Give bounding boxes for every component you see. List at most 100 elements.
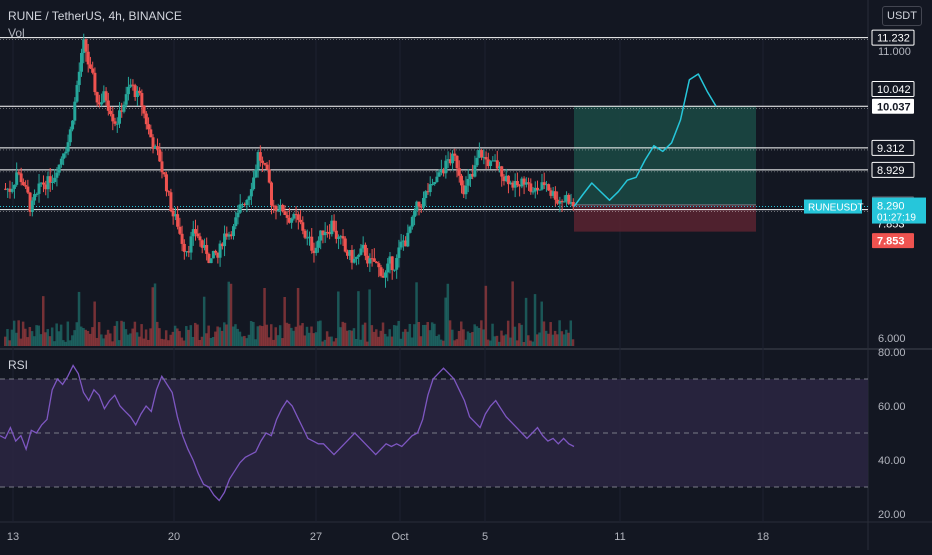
candle-body — [147, 124, 151, 130]
candle-body — [482, 157, 486, 159]
volume-bar — [149, 328, 152, 346]
volume-bar — [542, 321, 546, 346]
volume-bar — [352, 328, 356, 346]
volume-bar — [178, 331, 181, 346]
volume-bar — [491, 323, 494, 346]
candle-body — [484, 157, 488, 160]
candle-body — [375, 261, 379, 264]
volume-bar — [236, 328, 239, 346]
candle-body — [64, 151, 68, 154]
time-tick-label: 18 — [757, 531, 769, 543]
candle-body — [93, 72, 97, 93]
volume-bar — [171, 331, 175, 346]
volume-bar — [294, 326, 298, 346]
candle-body — [388, 256, 392, 264]
price-label-box — [871, 139, 915, 156]
volume-bar — [256, 326, 260, 346]
volume-bar — [522, 341, 526, 346]
rsi-label: RSI — [8, 358, 29, 372]
candle-body — [451, 153, 455, 164]
candle-body — [37, 183, 41, 194]
volume-bar — [254, 339, 257, 346]
volume-bar — [6, 329, 9, 346]
volume-bar — [395, 325, 398, 346]
candle-body — [216, 252, 220, 258]
candle-body — [292, 214, 296, 219]
volume-bar — [310, 326, 313, 346]
volume-bar — [562, 334, 566, 346]
candle-body — [21, 182, 25, 186]
candle-body — [124, 94, 128, 105]
time-tick-label: Oct — [391, 531, 408, 543]
candle-body — [361, 244, 365, 249]
volume-bar — [424, 324, 427, 346]
candle-body — [316, 240, 320, 248]
currency-button[interactable]: USDT — [882, 6, 922, 26]
volume-bar — [249, 321, 253, 346]
volume-bar — [75, 322, 79, 346]
volume-bar — [531, 341, 535, 346]
candle-body — [489, 161, 493, 167]
candle-body — [91, 68, 95, 73]
volume-bar — [100, 334, 103, 346]
volume-bar — [509, 337, 512, 346]
candle-body — [359, 248, 363, 255]
candle-body — [337, 237, 341, 239]
volume-bar — [113, 325, 117, 346]
candle-body — [437, 172, 441, 177]
candle-body — [50, 181, 54, 183]
volume-bar — [390, 336, 394, 346]
candle-body — [196, 233, 200, 237]
candle-body — [341, 236, 345, 239]
candle-body — [415, 201, 419, 211]
candle-body — [390, 256, 394, 271]
volume-bar — [475, 326, 479, 346]
volume-bar — [493, 336, 497, 346]
candle-body — [225, 233, 229, 237]
volume-bar — [82, 328, 85, 346]
candle-body — [540, 182, 544, 190]
volume-bar — [558, 320, 561, 346]
candle-body — [308, 236, 311, 238]
volume-bar — [71, 335, 74, 346]
candle-body — [348, 250, 352, 256]
candle-body — [413, 210, 417, 217]
candle-body — [422, 198, 425, 208]
volume-bar — [468, 332, 472, 346]
time-tick-label: 27 — [310, 531, 322, 543]
candle-body — [464, 185, 468, 195]
volume-bar — [261, 326, 264, 346]
candle-body — [473, 165, 477, 177]
volume-bar — [515, 340, 519, 346]
candle-body — [527, 182, 531, 184]
volume-bar — [37, 325, 41, 346]
volume-bar — [417, 321, 421, 346]
volume-bar — [377, 336, 380, 346]
volume-bar — [357, 291, 360, 346]
candle-body — [17, 172, 21, 174]
volume-bar — [115, 321, 119, 346]
candle-body — [417, 201, 421, 207]
volume-bar — [321, 341, 324, 346]
volume-bar — [529, 340, 532, 346]
candle-body — [381, 275, 385, 278]
candle-body — [59, 158, 63, 165]
volume-bar — [571, 339, 575, 346]
candle-body — [104, 91, 108, 101]
candle-body — [164, 174, 168, 192]
candle-body — [558, 200, 562, 204]
candle-body — [272, 205, 276, 207]
price-label-box — [871, 29, 915, 46]
volume-bar — [46, 329, 49, 346]
price-label: 11.232 — [877, 33, 910, 45]
price-label-box — [872, 98, 914, 114]
volume-bar — [484, 285, 488, 346]
candle-body — [12, 184, 16, 189]
volume-bar — [366, 341, 369, 346]
candle-body — [256, 152, 260, 170]
candle-body — [35, 193, 39, 195]
volume-bar — [415, 282, 418, 346]
volume-bar — [129, 333, 132, 346]
